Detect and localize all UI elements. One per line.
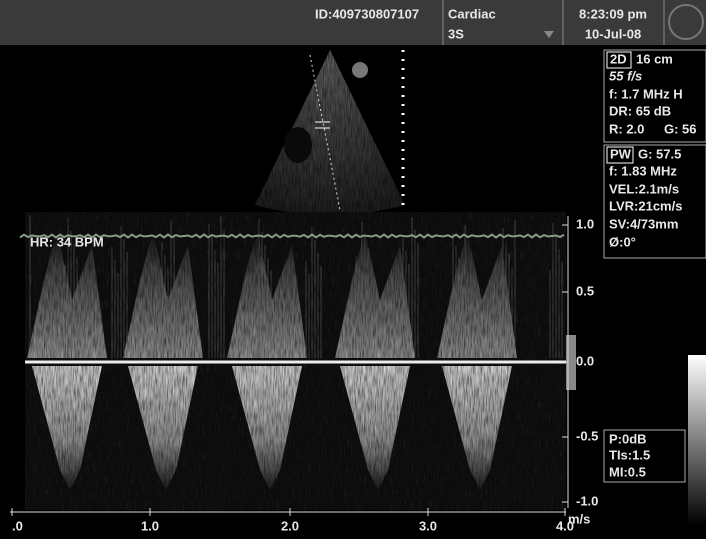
time-tick-label: .0 — [12, 518, 23, 533]
mi: MI:0.5 — [609, 464, 646, 479]
velocity-tick-label: 0.0 — [576, 353, 594, 368]
velocity-tick-label: -0.5 — [576, 428, 598, 443]
patient-id: ID:409730807107 — [315, 6, 419, 21]
mode: 2D — [610, 51, 627, 66]
lvr: LVR:21cm/s — [609, 198, 682, 213]
time-tick-label: 2.0 — [281, 518, 299, 533]
time: 8:23:09 pm — [579, 6, 647, 21]
frequency: f: 1.7 MHz H — [609, 86, 683, 101]
time-tick-label: 1.0 — [141, 518, 159, 533]
mode: PW — [610, 146, 632, 161]
gain: G: 57.5 — [638, 146, 681, 161]
tis: TIs:1.5 — [609, 447, 650, 462]
depth: 16 cm — [636, 51, 673, 66]
gain: G: 56 — [664, 121, 697, 136]
ultrasound-screen: ID:409730807107 Cardiac 3S 8:23:09 pm 10… — [0, 0, 706, 539]
gray-scale-bar — [688, 355, 706, 525]
date: 10-Jul-08 — [585, 26, 641, 41]
page: ID:409730807107 Cardiac 3S 8:23:09 pm 10… — [0, 0, 706, 539]
heart-rate: HR: 34 BPM — [30, 234, 104, 249]
velocity-unit: m/s — [568, 511, 590, 526]
focus-marker — [352, 62, 368, 78]
velocity-tick-label: -1.0 — [576, 493, 598, 508]
probe: 3S — [448, 26, 464, 41]
velocity: VEL:2.1m/s — [609, 181, 679, 196]
velocity-tick-label: 1.0 — [576, 216, 594, 231]
exam: Cardiac — [448, 6, 496, 21]
frequency: f: 1.83 MHz — [609, 163, 677, 178]
angle: Ø:0° — [609, 234, 636, 249]
power: P:0dB — [609, 431, 647, 446]
reject: R: 2.0 — [609, 121, 644, 136]
frame-rate: 55 f/s — [609, 68, 642, 83]
velocity-tick-label: 0.5 — [576, 283, 594, 298]
time-tick-label: 3.0 — [419, 518, 437, 533]
cavity — [284, 127, 312, 163]
sample-volume: SV:4/73mm — [609, 216, 678, 231]
dynamic-range: DR: 65 dB — [609, 103, 671, 118]
